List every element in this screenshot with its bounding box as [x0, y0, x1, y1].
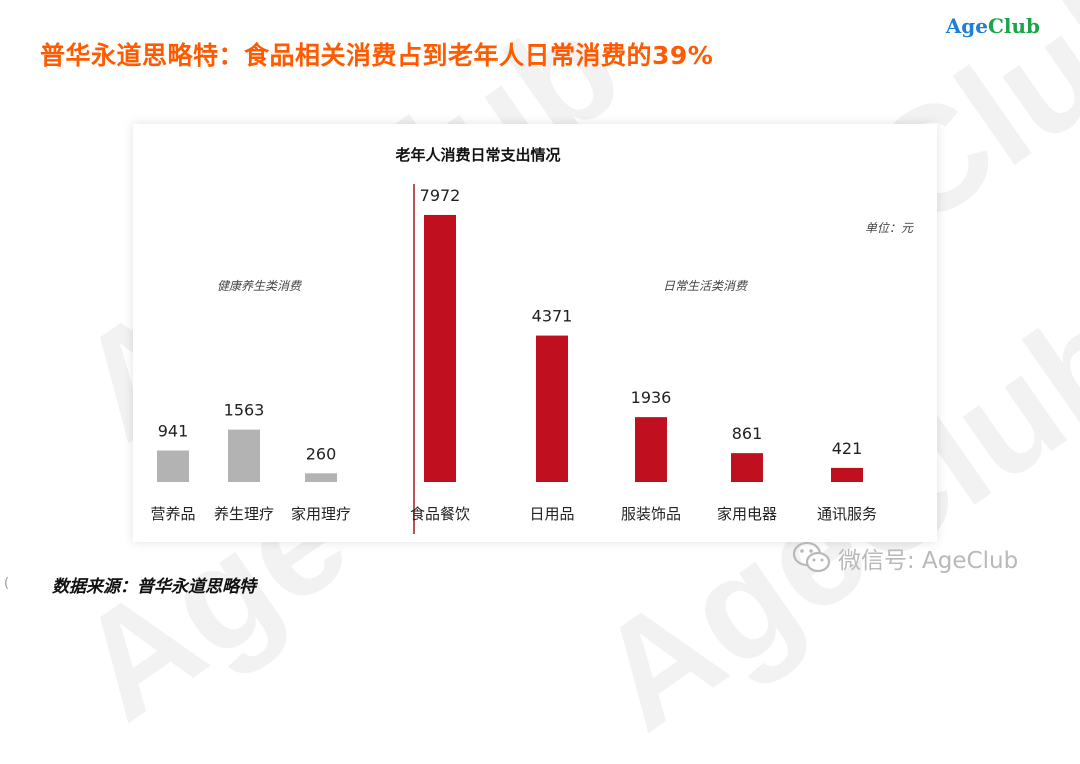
bar-value-label: 1936: [631, 388, 672, 407]
bar-daily: [424, 214, 456, 483]
bar-health: [228, 429, 260, 482]
bar-value-label: 861: [732, 424, 763, 443]
category-label: 养生理疗: [214, 505, 274, 523]
bar-health: [305, 473, 337, 482]
bar-value-label: 4371: [532, 307, 573, 326]
category-label: 家用电器: [717, 505, 777, 523]
data-source: 数据来源：普华永道思略特: [52, 577, 256, 597]
slide-title: 普华永道思略特：食品相关消费占到老年人日常消费的39%: [40, 41, 714, 70]
group-label-health: 健康养生类消费: [217, 279, 302, 293]
category-label: 日用品: [529, 505, 574, 523]
group-label-daily: 日常生活类消费: [663, 279, 748, 293]
category-label: 通讯服务: [817, 505, 877, 523]
ageclub-logo: AgeClub: [946, 14, 1040, 38]
bar-value-label: 941: [158, 421, 189, 440]
chart-title: 老年人消费日常支出情况: [394, 146, 560, 164]
category-label: 服装饰品: [621, 505, 681, 523]
unit-label: 单位：元: [865, 221, 914, 235]
corner-mark: (: [4, 576, 10, 591]
bar-health: [157, 450, 189, 482]
bar-value-label: 421: [832, 439, 863, 458]
wechat-label: 微信号: AgeClub: [838, 548, 1019, 574]
category-label: 家用理疗: [291, 505, 351, 523]
bar-value-label: 260: [306, 444, 337, 463]
logo-age-text: Age: [945, 14, 988, 38]
wechat-id: 微信号: AgeClub: [792, 540, 1018, 576]
bar-daily: [635, 417, 667, 482]
bar-daily: [536, 335, 568, 482]
bar-value-label: 1563: [224, 401, 265, 420]
logo-club-text: Club: [987, 14, 1040, 38]
bar-value-label: 7972: [420, 186, 461, 205]
bar-daily: [831, 467, 863, 482]
category-label: 营养品: [150, 505, 195, 523]
bar-daily: [731, 453, 763, 482]
wechat-icon: [792, 540, 832, 576]
category-label: 食品餐饮: [410, 505, 470, 523]
chart-panel: 老年人消费日常支出情况单位：元健康养生类消费 日常生活类消费 941 营养品 1563 养…: [133, 124, 937, 542]
